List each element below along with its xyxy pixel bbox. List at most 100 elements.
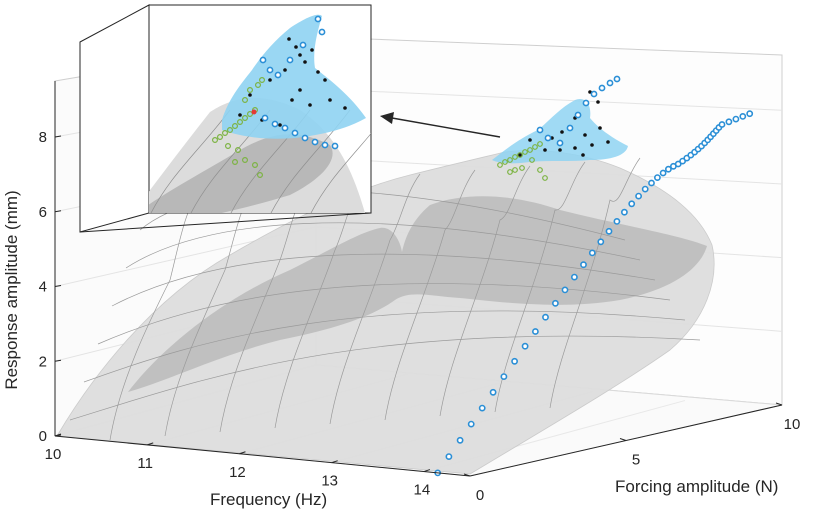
x-tick-label: 10 (45, 446, 62, 463)
surface-mesh-line (69, 335, 701, 421)
green-marker (507, 169, 513, 175)
backbone-marker (544, 134, 552, 142)
z-tick-mark (54, 359, 62, 362)
inset-green-marker (227, 126, 234, 133)
inset-black-points (238, 37, 347, 127)
inset-blue-marker (301, 134, 309, 142)
inset-black-point (268, 78, 272, 82)
inset-black-point (303, 60, 307, 64)
inset-mesh-line (310, 133, 371, 213)
inset-side-face (79, 4, 150, 233)
backbone-marker (606, 79, 614, 87)
y-tick-label: 0 (476, 487, 484, 504)
green-marker (522, 149, 528, 155)
backbone-marker (536, 126, 544, 134)
inset-black-point (278, 123, 282, 127)
y-tick-mark (463, 473, 471, 477)
inset-black-point (298, 53, 302, 57)
backbone-marker (582, 99, 590, 107)
green-marker (519, 165, 525, 171)
green-marker (517, 152, 523, 158)
surface-mesh (69, 157, 701, 441)
black-point (560, 130, 564, 134)
surface-mesh-line (494, 161, 586, 413)
surface-mesh-line (111, 253, 656, 307)
inset-green-marker (212, 137, 219, 144)
backbone-marker (613, 75, 621, 83)
z-axis-label: Response amplitude (mm) (2, 190, 21, 389)
z-grid-right (315, 88, 783, 111)
backbone-marker (621, 208, 628, 216)
backbone-marker (739, 113, 747, 120)
inset-bottom-edge (79, 212, 372, 233)
green-marker (507, 157, 513, 163)
black-point (583, 133, 587, 137)
backbone-marker (511, 357, 518, 365)
backbone-marker (746, 110, 754, 118)
backbone-marker (659, 169, 667, 177)
black-point (598, 126, 602, 130)
green-marker (512, 154, 518, 160)
backbone-marker (580, 261, 587, 269)
backbone-marker (588, 249, 596, 257)
backbone-marker (574, 111, 582, 119)
inset-green-marker (247, 110, 254, 117)
green-marker (502, 159, 508, 165)
inset-blue-marker (321, 141, 329, 149)
backbone-marker (542, 313, 549, 321)
x-tick-label: 11 (137, 455, 153, 472)
inset-blue-marker (259, 56, 267, 64)
inset-green-marker (252, 162, 259, 169)
backbone-marker (598, 84, 606, 92)
surface-mesh-line (97, 283, 671, 345)
backbone-marker (467, 420, 475, 428)
inset-green-marker (232, 159, 239, 166)
green-marker (497, 162, 503, 168)
green-marker (527, 147, 533, 153)
inset-mesh-line (150, 109, 231, 213)
z-tick-label: 4 (39, 279, 47, 296)
inset-green-marker (222, 130, 229, 137)
z-tick-label: 6 (39, 204, 47, 221)
backbone-marker (674, 160, 682, 168)
backbone-marker (605, 227, 613, 235)
backbone-marker (445, 453, 453, 460)
surface-mesh-line (439, 165, 531, 417)
black-point (543, 148, 547, 152)
backbone-marker (566, 124, 574, 132)
surface-mesh-line (125, 222, 641, 269)
z-tick-label: 0 (39, 428, 47, 445)
backbone-marker (571, 273, 578, 281)
x-axis-line (54, 435, 471, 477)
green-marker (542, 175, 548, 181)
inset-black-point (343, 106, 347, 110)
inset-panel (79, 4, 372, 233)
inset-blue-marker (318, 28, 326, 36)
inset-green-markers (212, 76, 266, 179)
backbone-marker (725, 118, 733, 126)
inset-black-point (310, 48, 314, 52)
x-tick-mark (54, 433, 62, 437)
inset-black-point (328, 98, 332, 102)
inset-black-point (294, 45, 298, 49)
backbone-marker (732, 115, 740, 123)
green-marker (537, 141, 543, 147)
blue-stability-region (492, 98, 628, 164)
inset-green-marker (242, 114, 249, 121)
x-tick-label: 13 (321, 473, 338, 490)
z-tick-label: 2 (39, 353, 47, 370)
y-tick-mark (619, 438, 627, 441)
inset-blue-markers (259, 15, 339, 150)
x-tick-mark (331, 460, 338, 464)
backbone-marker (478, 404, 486, 412)
inset-blue-marker (266, 66, 274, 74)
backbone-marker (556, 139, 564, 147)
backbone-marker (552, 299, 559, 307)
z-tick-mark (54, 135, 62, 138)
inset-black-point (298, 88, 302, 92)
backbone-marker (613, 217, 621, 225)
inset-green-marker (235, 147, 242, 154)
surface-mesh-line (384, 169, 476, 421)
inset-green-marker (237, 118, 244, 125)
black-point (528, 138, 532, 142)
